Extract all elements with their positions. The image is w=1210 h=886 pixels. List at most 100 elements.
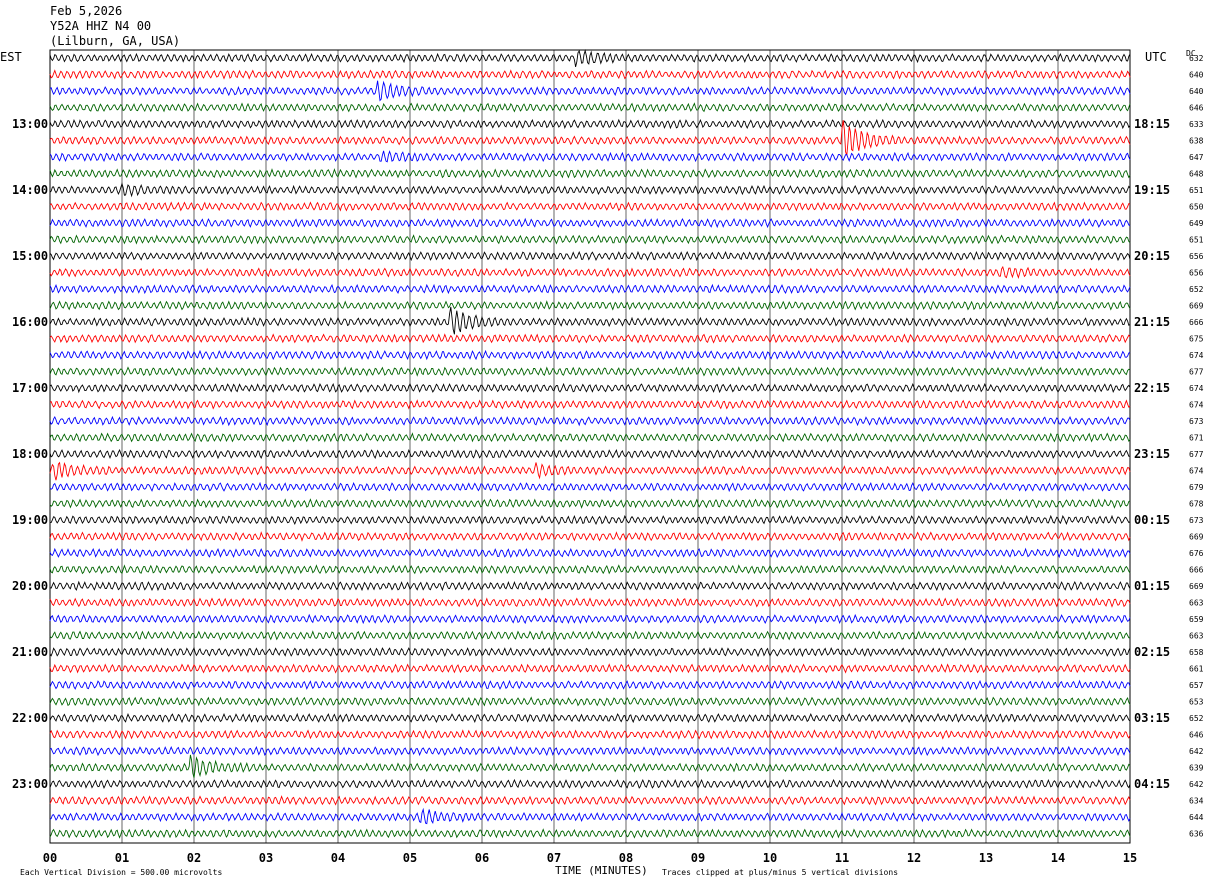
dc-offset-label: 673 [1189,417,1204,426]
x-tick-label: 07 [547,851,561,865]
dc-offset-label: 634 [1189,797,1204,806]
est-hour-label: 21:00 [12,645,48,659]
dc-offset-label: 636 [1189,830,1204,839]
station-id: Y52A HHZ N4 00 [50,19,152,33]
trace-line [49,217,1131,229]
dc-offset-label: 666 [1189,566,1204,575]
dc-offset-label: 661 [1189,665,1204,674]
trace-line [49,399,1131,410]
plot-frame [49,49,1131,844]
trace-line [49,712,1131,724]
dc-offset-label: 677 [1189,368,1204,377]
utc-hour-label: 03:15 [1134,711,1170,725]
utc-hour-label: 22:15 [1134,381,1170,395]
trace-line [49,234,1131,245]
est-hour-label: 17:00 [12,381,48,395]
dc-offset-label: 658 [1189,648,1204,657]
trace-line [49,646,1131,658]
est-hour-label: 20:00 [12,579,48,593]
utc-hour-label: 00:15 [1134,513,1170,527]
est-hour-label: 13:00 [12,117,48,131]
trace-line [49,778,1131,790]
est-hour-label: 16:00 [12,315,48,329]
x-tick-label: 04 [331,851,345,865]
trace-line [49,265,1131,279]
trace-line [49,366,1131,377]
trace-line [49,597,1131,608]
utc-hour-label: 01:15 [1134,579,1170,593]
dc-offset-label: 642 [1189,780,1204,789]
trace-line [49,415,1131,427]
trace-line [49,283,1131,295]
trace-line [49,564,1131,575]
trace-line [49,120,1131,156]
dc-offset-label: 657 [1189,681,1204,690]
x-tick-label: 15 [1123,851,1137,865]
trace-line [49,498,1131,509]
dc-offset-label: 653 [1189,698,1204,707]
station-location: (Lilburn, GA, USA) [50,34,181,48]
dc-offset-label: 648 [1189,170,1204,179]
trace-line [49,828,1131,839]
dc-offset-label: 640 [1189,87,1204,96]
utc-hour-label: 20:15 [1134,249,1170,263]
dc-offset-label: 639 [1189,764,1204,773]
dc-offset-label: 663 [1189,599,1204,608]
dc-offset-label: 650 [1189,203,1204,212]
dc-offset-label: 671 [1189,434,1204,443]
x-tick-label: 00 [43,851,57,865]
dc-offset-label: 675 [1189,335,1204,344]
trace-line [49,630,1131,641]
utc-axis-label: UTC [1145,50,1167,64]
utc-hour-label: 02:15 [1134,645,1170,659]
trace-line [49,481,1131,493]
trace-line [49,807,1131,825]
x-tick-label: 05 [403,851,417,865]
x-axis-title: TIME (MINUTES) [555,864,648,877]
est-hour-label: 14:00 [12,183,48,197]
dc-offset-label: 651 [1189,186,1204,195]
dc-offset-label: 656 [1189,252,1204,261]
dc-offset-label: 679 [1189,483,1204,492]
utc-hour-label: 23:15 [1134,447,1170,461]
trace-line [49,201,1131,212]
trace-line [49,531,1131,542]
trace-line [49,48,1131,68]
dc-label: DC [1186,49,1196,58]
dc-offset-label: 656 [1189,269,1204,278]
trace-line [49,349,1131,361]
trace-line [49,696,1131,707]
dc-offset-label: 669 [1189,302,1204,311]
x-tick-label: 08 [619,851,633,865]
dc-offset-label: 646 [1189,731,1204,740]
trace-line [49,613,1131,625]
trace-line [49,150,1131,163]
x-tick-label: 10 [763,851,777,865]
trace-line [49,250,1131,262]
dc-offset-label: 678 [1189,500,1204,509]
trace-line [49,449,1131,460]
x-tick-label: 02 [187,851,201,865]
trace-line [49,69,1131,80]
dc-offset-label: 647 [1189,153,1204,162]
trace-line [49,432,1131,443]
x-tick-label: 12 [907,851,921,865]
est-hour-label: 19:00 [12,513,48,527]
dc-offset-label: 638 [1189,137,1204,146]
x-tick-label: 03 [259,851,273,865]
x-tick-label: 01 [115,851,129,865]
trace-line [49,745,1131,757]
trace-line [49,547,1131,559]
dc-offset-label: 666 [1189,318,1204,327]
clip-note: Traces clipped at plus/minus 5 vertical … [662,868,899,877]
trace-line [49,461,1131,481]
trace-line [49,80,1131,102]
x-tick-label: 06 [475,851,489,865]
dc-offset-label: 674 [1189,384,1204,393]
dc-offset-label: 677 [1189,450,1204,459]
x-tick-label: 09 [691,851,705,865]
trace-line [49,168,1131,179]
trace-line [49,580,1131,592]
trace-line [49,382,1131,394]
trace-line [49,182,1131,198]
